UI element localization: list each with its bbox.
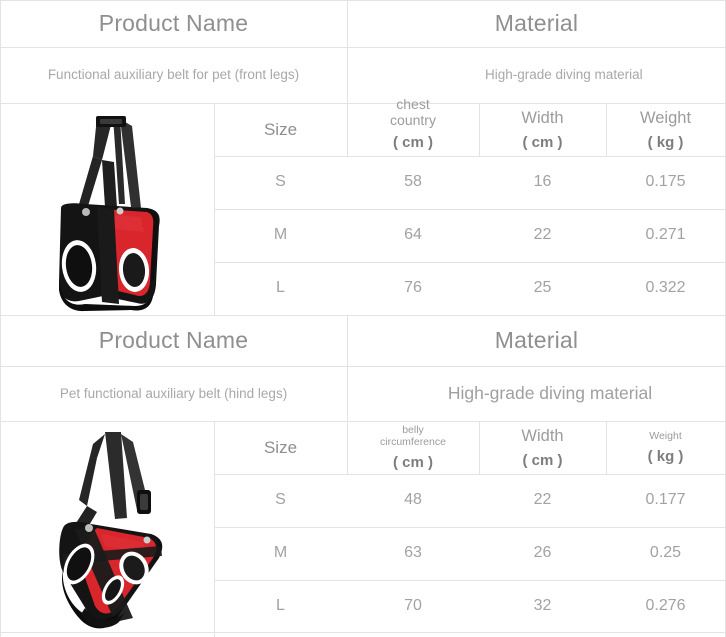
cell-size: M xyxy=(273,544,288,562)
grid-line xyxy=(0,47,726,48)
grid-line xyxy=(0,366,726,367)
grid-line xyxy=(0,421,726,422)
column-header-unit: ( cm ) xyxy=(522,451,563,469)
column-header-label: Width xyxy=(521,426,564,445)
column-header-unit: ( kg ) xyxy=(647,133,684,151)
cell-size: L xyxy=(276,596,285,614)
grid-line xyxy=(214,262,726,263)
grid-line xyxy=(0,103,726,104)
grid-line xyxy=(0,315,726,316)
grid-line xyxy=(0,0,1,316)
product-name-header: Product Name xyxy=(98,9,249,36)
cell-size: L xyxy=(276,279,285,297)
grid-line xyxy=(479,103,480,156)
column-header-belly-circumference: belly circumference ( cm ) xyxy=(347,421,479,474)
cell-width: 22 xyxy=(533,491,552,509)
cell-weight: 0.25 xyxy=(649,544,682,562)
cell-girth: 64 xyxy=(404,226,422,244)
grid-line xyxy=(214,209,726,210)
column-header-unit: ( cm ) xyxy=(392,454,433,472)
grid-line xyxy=(214,580,726,581)
column-header-unit: ( kg ) xyxy=(647,448,684,466)
grid-line xyxy=(347,421,348,474)
column-header-label: belly circumference xyxy=(380,423,446,448)
cell-weight: 0.175 xyxy=(645,173,686,191)
cell-girth: 63 xyxy=(404,544,422,562)
grid-line xyxy=(0,316,1,637)
grid-line xyxy=(214,421,215,637)
grid-line xyxy=(0,632,726,633)
cell-weight: 0.177 xyxy=(645,491,686,509)
column-header-unit: ( cm ) xyxy=(522,133,563,151)
cell-weight: 0.322 xyxy=(645,279,686,297)
product-image-hind-legs xyxy=(1,422,214,632)
grid-line xyxy=(347,316,348,421)
cell-girth: 58 xyxy=(404,173,422,191)
grid-line xyxy=(479,421,480,474)
grid-line xyxy=(347,0,348,103)
column-header-weight: Weight ( kg ) xyxy=(606,103,725,156)
column-header-unit: ( cm ) xyxy=(392,134,433,152)
cell-weight: 0.276 xyxy=(645,596,686,614)
column-header-size: Size xyxy=(263,119,298,139)
column-header-width: Width ( cm ) xyxy=(479,421,606,474)
grid-line xyxy=(606,421,607,474)
cell-width: 25 xyxy=(533,279,552,297)
material-header: Material xyxy=(494,327,579,354)
product-image-front-legs xyxy=(1,104,214,315)
grid-line xyxy=(214,156,726,157)
cell-width: 22 xyxy=(533,226,552,244)
material-header: Material xyxy=(494,9,579,36)
cell-weight: 0.271 xyxy=(645,226,686,244)
grid-line xyxy=(606,103,607,156)
cell-size: S xyxy=(275,491,286,509)
column-header-label: Weight xyxy=(649,429,682,442)
product-name-header: Product Name xyxy=(98,327,249,354)
material-value: High-grade diving material xyxy=(485,66,643,82)
column-header-weight: Weight ( kg ) xyxy=(606,421,725,474)
grid-line xyxy=(214,103,215,315)
material-value: High-grade diving material xyxy=(447,382,653,403)
grid-line xyxy=(214,474,726,475)
cell-girth: 76 xyxy=(404,279,422,297)
cell-size: S xyxy=(275,173,286,191)
product-name-value: Pet functional auxiliary belt (hind legs… xyxy=(59,385,288,401)
grid-line xyxy=(214,527,726,528)
column-header-label: Weight xyxy=(639,108,692,127)
column-header-label: chest country xyxy=(390,95,436,128)
cell-width: 16 xyxy=(533,173,552,191)
product-name-value: Functional auxiliary belt for pet (front… xyxy=(47,67,300,83)
column-header-size: Size xyxy=(263,437,298,457)
column-header-width: Width ( cm ) xyxy=(479,103,606,156)
cell-width: 26 xyxy=(533,544,552,562)
column-header-chest-girth: chest country ( cm ) xyxy=(347,92,479,156)
grid-line xyxy=(0,0,726,1)
cell-girth: 48 xyxy=(404,491,422,509)
cell-girth: 70 xyxy=(404,596,422,614)
column-header-label: Width xyxy=(521,108,564,127)
cell-size: M xyxy=(273,226,288,244)
grid-line xyxy=(347,103,348,156)
cell-width: 32 xyxy=(533,596,552,614)
